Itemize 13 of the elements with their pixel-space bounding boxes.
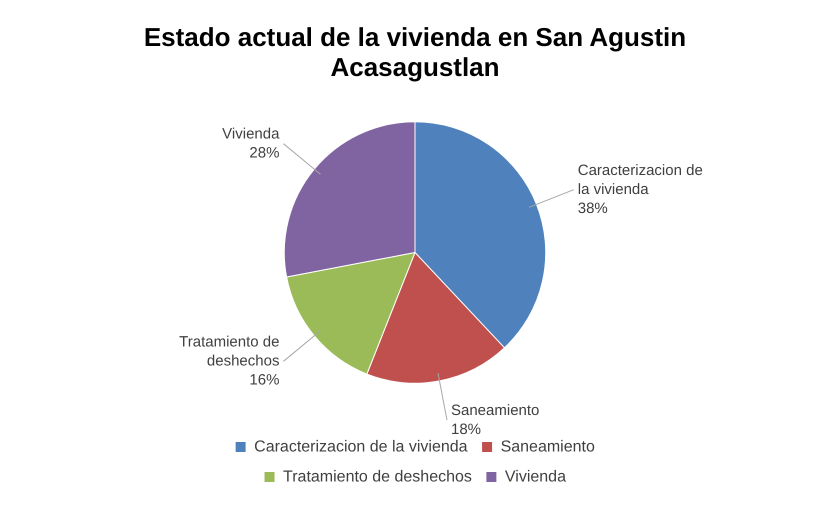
slice-label: Saneamiento	[450, 402, 540, 419]
data-label: 18%	[450, 420, 482, 438]
legend-label: Caracterizacion de la vivienda	[254, 438, 468, 456]
data-label: 38%	[578, 200, 608, 217]
chart-title: Estado actual de la vivienda en San Agustin Acasagustlan	[142, 21, 688, 82]
data-label: 28%	[249, 144, 280, 162]
slice-label: Caracterizacion de la vivienda	[578, 162, 703, 198]
legend-label: Tratamiento de deshechos	[283, 468, 472, 486]
slice-label: Vivienda	[222, 125, 280, 142]
data-label: 16%	[249, 371, 280, 388]
legend-label: Saneamiento	[500, 438, 595, 456]
legend-label: Vivienda	[504, 468, 566, 486]
slice-label: Tratamiento de deshechos	[179, 333, 280, 370]
